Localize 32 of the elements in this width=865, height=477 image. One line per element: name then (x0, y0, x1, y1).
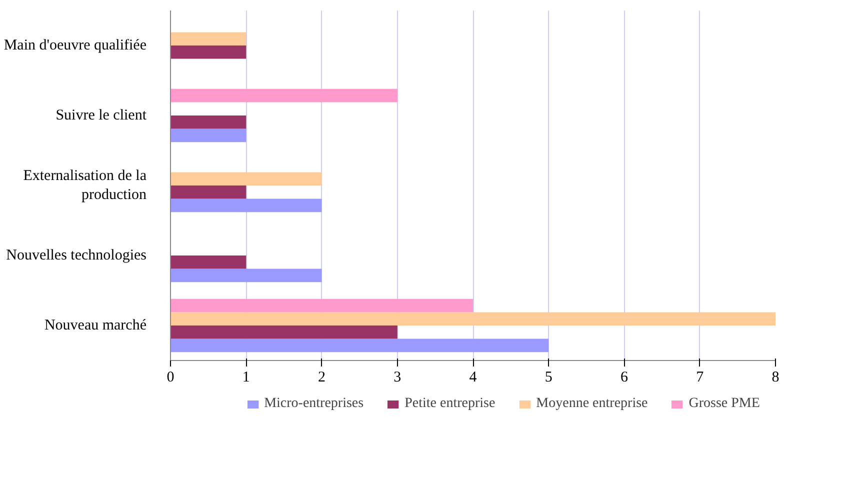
bar (170, 186, 246, 199)
bar (170, 46, 246, 59)
x-tick-label: 4 (469, 370, 478, 386)
x-tick-label: 1 (242, 370, 250, 386)
bar (170, 256, 246, 269)
legend-label: Grosse PME (688, 396, 760, 412)
bar (170, 32, 246, 46)
x-tick-label: 0 (166, 370, 174, 386)
bar (170, 198, 322, 212)
bar (170, 338, 549, 352)
y-tick-label: Suivre le client (56, 108, 148, 124)
bar (170, 268, 322, 282)
bar (170, 326, 398, 339)
bar (170, 312, 776, 326)
x-tick-label: 2 (318, 370, 326, 386)
x-tick-label: 5 (544, 370, 552, 386)
x-tick-label: 7 (696, 370, 704, 386)
bar (170, 116, 246, 129)
legend-label: Micro-entreprises (264, 396, 364, 412)
y-tick-label: Main d'oeuvre qualifiée (4, 38, 147, 54)
y-tick-label: Externalisation de la production (23, 168, 147, 204)
bar (170, 128, 246, 142)
legend-label: Moyenne entreprise (536, 396, 648, 412)
bar (170, 88, 398, 102)
y-tick-label: Nouvelles technologies (6, 248, 147, 264)
bar (170, 298, 473, 312)
legend-label: Petite entreprise (404, 396, 496, 412)
bar (170, 172, 322, 186)
y-tick-label: Nouveau marché (44, 318, 147, 334)
x-tick-label: 6 (620, 370, 628, 386)
x-tick-label: 3 (394, 370, 402, 386)
x-tick-label: 8 (772, 370, 780, 386)
